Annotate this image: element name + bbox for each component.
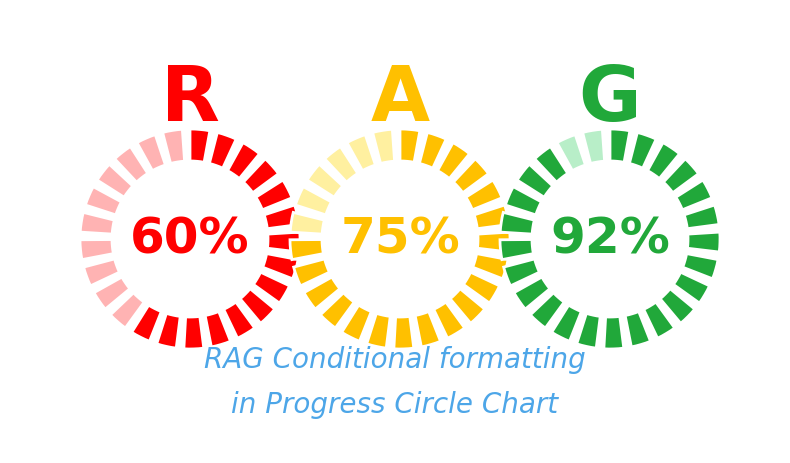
Wedge shape	[156, 313, 180, 348]
Text: in Progress Circle Chart: in Progress Circle Chart	[231, 390, 559, 418]
Wedge shape	[373, 130, 394, 164]
Wedge shape	[500, 213, 534, 235]
Text: 75%: 75%	[340, 216, 460, 263]
Wedge shape	[367, 313, 390, 348]
Wedge shape	[224, 302, 254, 338]
Wedge shape	[115, 147, 148, 183]
Wedge shape	[648, 143, 679, 179]
Wedge shape	[307, 165, 343, 198]
Text: 92%: 92%	[550, 216, 670, 263]
Wedge shape	[610, 130, 630, 163]
Wedge shape	[111, 293, 144, 328]
Text: A: A	[371, 63, 430, 137]
Wedge shape	[347, 135, 375, 171]
Wedge shape	[85, 187, 122, 215]
Wedge shape	[660, 289, 694, 324]
Wedge shape	[472, 254, 508, 279]
Wedge shape	[256, 181, 292, 210]
Wedge shape	[243, 159, 279, 193]
Wedge shape	[453, 159, 488, 193]
Wedge shape	[264, 206, 299, 229]
Wedge shape	[517, 165, 553, 198]
Wedge shape	[137, 135, 165, 171]
Text: G: G	[579, 63, 641, 137]
Wedge shape	[684, 206, 719, 229]
Wedge shape	[416, 312, 441, 347]
Text: R: R	[160, 63, 220, 137]
Wedge shape	[419, 133, 446, 169]
Wedge shape	[604, 317, 624, 349]
Wedge shape	[625, 312, 650, 347]
Wedge shape	[466, 181, 502, 210]
Wedge shape	[664, 159, 698, 193]
Wedge shape	[687, 232, 720, 252]
Wedge shape	[184, 317, 204, 349]
Wedge shape	[290, 213, 325, 235]
Wedge shape	[228, 143, 260, 179]
Wedge shape	[500, 240, 533, 260]
Wedge shape	[557, 135, 585, 171]
Wedge shape	[464, 273, 499, 303]
Wedge shape	[400, 130, 419, 163]
Wedge shape	[268, 232, 300, 252]
Wedge shape	[295, 187, 331, 215]
Wedge shape	[163, 130, 185, 164]
Wedge shape	[530, 293, 564, 328]
Wedge shape	[673, 273, 709, 303]
Text: RAG Conditional formatting: RAG Conditional formatting	[204, 345, 586, 373]
Wedge shape	[263, 254, 298, 279]
Wedge shape	[325, 147, 358, 183]
Wedge shape	[84, 259, 119, 286]
Wedge shape	[94, 277, 130, 309]
Wedge shape	[535, 147, 568, 183]
Wedge shape	[81, 213, 115, 235]
Wedge shape	[477, 232, 510, 252]
Wedge shape	[190, 130, 210, 163]
Wedge shape	[577, 313, 600, 348]
Wedge shape	[240, 289, 275, 324]
Wedge shape	[474, 206, 509, 229]
Wedge shape	[294, 259, 329, 286]
Wedge shape	[583, 130, 604, 164]
Wedge shape	[304, 277, 340, 309]
Wedge shape	[394, 317, 414, 349]
Wedge shape	[676, 181, 712, 210]
Wedge shape	[80, 240, 114, 260]
Wedge shape	[205, 312, 231, 347]
Wedge shape	[506, 187, 541, 215]
Wedge shape	[97, 165, 133, 198]
Wedge shape	[132, 306, 161, 342]
Wedge shape	[630, 133, 656, 169]
Wedge shape	[514, 277, 550, 309]
Wedge shape	[209, 133, 236, 169]
Wedge shape	[434, 302, 465, 338]
Wedge shape	[290, 240, 323, 260]
Wedge shape	[683, 254, 718, 279]
Wedge shape	[551, 306, 581, 342]
Wedge shape	[342, 306, 371, 342]
Wedge shape	[320, 293, 354, 328]
Text: 60%: 60%	[130, 216, 250, 263]
Wedge shape	[438, 143, 469, 179]
Wedge shape	[254, 273, 289, 303]
Wedge shape	[450, 289, 485, 324]
Wedge shape	[644, 302, 675, 338]
Wedge shape	[504, 259, 540, 286]
